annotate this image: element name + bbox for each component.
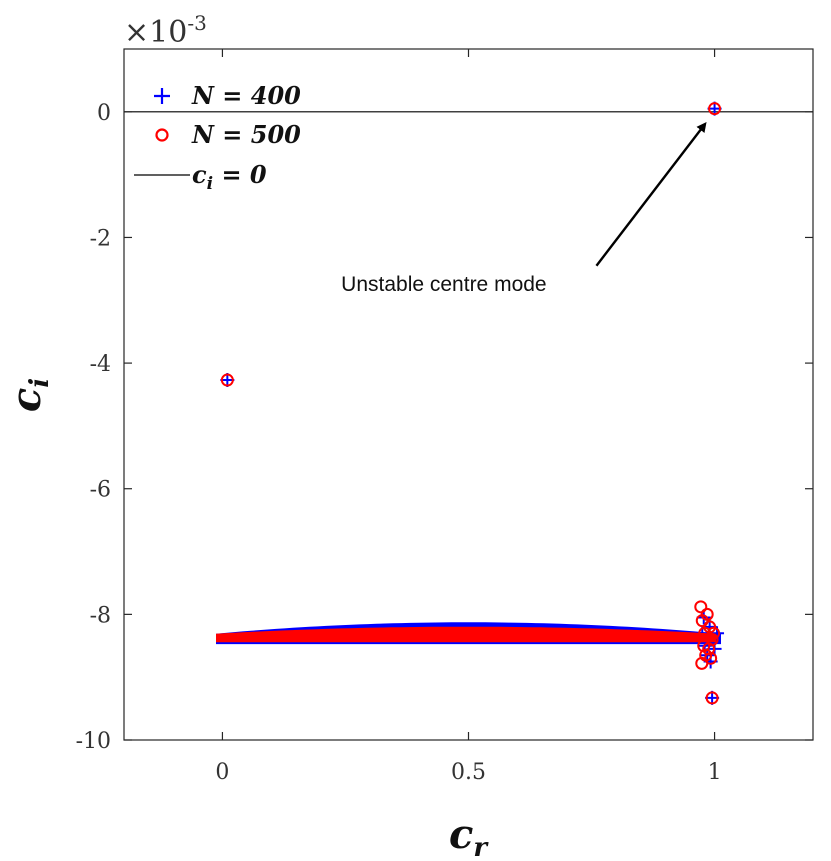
svg-text:ci = 0: ci = 0 (192, 160, 267, 194)
y-exponent-power: -3 (187, 11, 206, 35)
y-tick-label: -4 (90, 352, 111, 377)
data-layer (124, 101, 813, 705)
data-point (708, 102, 722, 116)
legend-entry-n400: N = 400 (154, 81, 301, 110)
svg-text:×10-3: ×10-3 (124, 11, 207, 50)
svg-text:N = 500: N = 500 (191, 120, 301, 149)
x-tick-label: 0.5 (451, 760, 486, 785)
legend-plus-marker (154, 88, 170, 104)
y-tick-label: -10 (76, 729, 111, 754)
cluster-point (707, 626, 721, 640)
y-axis-label: ci (3, 378, 55, 412)
legend-entry-n500: N = 500 (155, 120, 301, 149)
y-tick-label: 0 (97, 101, 111, 126)
annotation-text: Unstable centre mode (341, 273, 546, 296)
legend-circle-marker (155, 128, 169, 142)
data-point (705, 691, 719, 705)
annotation-arrow (595, 122, 707, 267)
y-exponent-prefix: ×10 (124, 15, 187, 50)
cluster-point (702, 642, 716, 656)
data-point (220, 373, 234, 387)
x-tick-label: 0 (215, 760, 229, 785)
y-exponent-label: ×10-3 (124, 11, 207, 50)
legend-entry-ci-zero: ci = 0 (134, 160, 267, 194)
legend: N = 400 N = 500 ci = 0 (134, 81, 301, 194)
spectrum-band (216, 626, 717, 643)
annotation-layer: Unstable centre mode (341, 122, 707, 296)
series-n500 (216, 102, 722, 705)
cluster-point (704, 651, 718, 665)
y-tick-label: -6 (90, 478, 111, 503)
cluster-point (694, 600, 708, 614)
y-tick-label: -8 (90, 603, 111, 628)
svg-text:N = 400: N = 400 (191, 81, 301, 110)
y-tick-label: -2 (90, 226, 111, 251)
x-tick-label: 1 (708, 760, 722, 785)
x-axis-label: cr (449, 811, 489, 861)
tick-layer: 0 0.5 1 0 -2 -4 -6 -8 -10 (76, 49, 813, 785)
cluster-point (700, 607, 714, 621)
